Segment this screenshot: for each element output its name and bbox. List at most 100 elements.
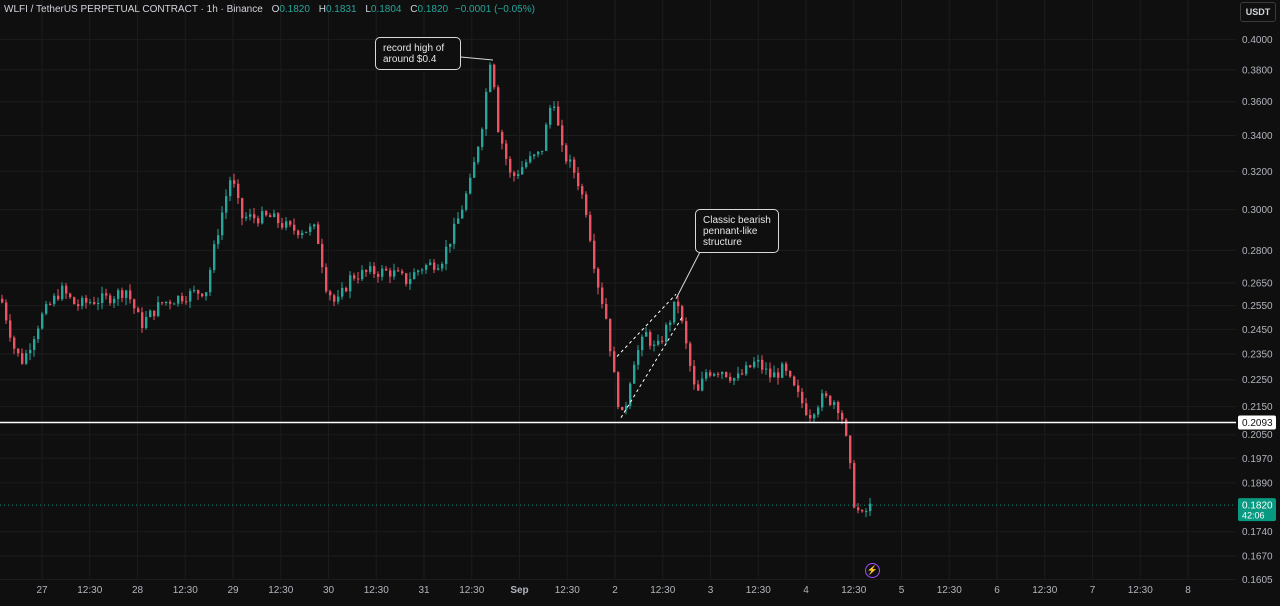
candle-body [825, 393, 828, 396]
candle-body [193, 290, 196, 292]
candle-body [49, 304, 52, 306]
price-axis[interactable]: 0.4000 0.3800 0.3600 0.3400 0.3200 0.3000 0.28… [1238, 35, 1276, 586]
candle-body [433, 262, 436, 270]
candle-body [525, 162, 528, 168]
candle-body [689, 343, 692, 366]
candle-body [669, 322, 672, 325]
candle-body [281, 223, 284, 228]
candle-body [453, 223, 456, 244]
candle-body [361, 270, 364, 280]
candle-body [109, 295, 112, 304]
x-tick-label: 5 [899, 585, 905, 596]
high-value: 0.1831 [325, 4, 357, 15]
candle-body [789, 370, 792, 377]
candle-body [285, 221, 288, 228]
last-price-badge [1238, 498, 1276, 522]
candle-body [37, 328, 40, 340]
candle-body [345, 287, 348, 292]
y-tick-label: 0.2150 [1242, 402, 1273, 413]
candle-body [221, 212, 224, 236]
candle-body [85, 297, 88, 303]
close-label: C [410, 4, 418, 15]
candle-body [121, 290, 124, 298]
candle-body [65, 285, 68, 294]
open-label: O [271, 4, 280, 15]
candle-body [357, 278, 360, 280]
candle-body [141, 312, 144, 328]
candle-body [597, 268, 600, 288]
candle-body [629, 383, 632, 406]
candle-body [705, 372, 708, 379]
candle-body [245, 216, 248, 219]
candle-body [585, 194, 588, 215]
candle-body [313, 224, 316, 227]
pennant-upper-line [616, 293, 677, 357]
candle-body [621, 407, 624, 411]
x-tick-label: 12:30 [173, 585, 198, 596]
currency-button[interactable]: USDT [1240, 2, 1276, 22]
candle-body [273, 213, 276, 218]
candle-body [633, 364, 636, 384]
candle-body [613, 351, 616, 373]
candle-body [73, 297, 76, 305]
candle-body [517, 174, 520, 176]
y-tick-label: 0.2650 [1242, 278, 1273, 289]
candle-body [717, 373, 720, 375]
candle-body [609, 318, 612, 352]
candle-body [417, 270, 420, 273]
candle-body [81, 297, 84, 307]
y-tick-label: 0.1970 [1242, 454, 1273, 465]
candle-body [329, 291, 332, 296]
candle-body [861, 510, 864, 512]
candle-body [481, 129, 484, 147]
annotation-bearish-pennant[interactable]: Classic bearish pennant-like structure [695, 209, 779, 253]
candle-body [605, 303, 608, 319]
candle-body [849, 435, 852, 464]
candle-body [405, 273, 408, 285]
candle-body [501, 131, 504, 144]
symbol-title[interactable]: WLFI / TetherUS PERPETUAL CONTRACT · 1h … [4, 4, 263, 15]
candle-body [213, 244, 216, 270]
candle-body [5, 302, 8, 321]
candle-body [29, 349, 32, 354]
candle-body [593, 240, 596, 269]
candle-body [741, 373, 744, 375]
candle-body [753, 361, 756, 368]
candle-body [465, 193, 468, 210]
candle-body [293, 224, 296, 231]
candle-body [445, 246, 448, 264]
candle-body [389, 270, 392, 277]
candle-body [309, 226, 312, 232]
candle-body [857, 507, 860, 511]
candle-body [305, 231, 308, 233]
candle-body [161, 302, 164, 304]
annotation-record-high[interactable]: record high of around $0.4 [375, 37, 461, 70]
candle-body [129, 290, 132, 300]
x-tick-label: 31 [418, 585, 430, 596]
candle-body [837, 402, 840, 414]
candle-body [41, 313, 44, 329]
candle-body [137, 308, 140, 313]
candle-body [653, 344, 656, 346]
time-axis[interactable]: 27 12:30 28 12:30 29 12:30 30 12:30 31 12:30 Sep 12… [36, 585, 1191, 596]
candle-body [45, 304, 48, 314]
lightning-icon[interactable]: ⚡ [865, 563, 880, 578]
candle-body [89, 302, 92, 304]
candle-body [457, 218, 460, 224]
candle-body [125, 290, 128, 298]
candle-body [265, 211, 268, 216]
y-tick-label: 0.2800 [1242, 246, 1273, 257]
candle-body [565, 145, 568, 162]
candle-body [61, 285, 64, 300]
candle-body [277, 213, 280, 224]
y-tick-label: 0.3400 [1242, 131, 1273, 142]
candle-body [773, 372, 776, 378]
candle-body [69, 293, 72, 298]
candle-body [149, 310, 152, 318]
candle-body [33, 339, 36, 350]
candle-body [757, 359, 760, 362]
candles [1, 62, 872, 518]
candle-body [513, 172, 516, 176]
